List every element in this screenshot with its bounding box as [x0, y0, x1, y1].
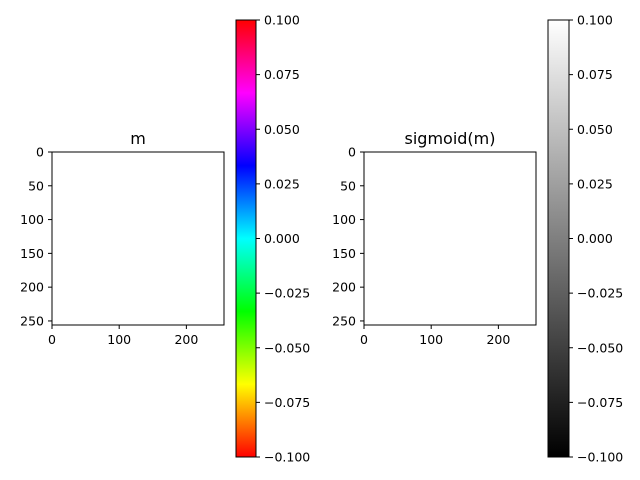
y-tick-label: 200 [20, 280, 44, 295]
y-axis: 0 50 100 150 200 250 [332, 145, 364, 328]
colorbar-tick-label: 0.000 [264, 231, 300, 246]
colorbar-tick-label: 0.025 [577, 176, 613, 191]
image-axes [51, 151, 225, 326]
colorbar-tick-label: −0.025 [577, 286, 623, 301]
x-tick-label: 100 [107, 332, 131, 347]
colorbar-m: −0.100 −0.075 −0.050 −0.025 0.000 0.025 0.050 0… [235, 13, 310, 465]
colorbar-tick-label: 0.050 [264, 122, 300, 137]
colorbar-tick-label: −0.075 [264, 395, 310, 410]
colorbar-tick-label: −0.050 [577, 340, 623, 355]
colorbar-gradient [235, 19, 257, 458]
x-axis: 0 100 200 [48, 325, 198, 347]
x-tick-label: 0 [48, 332, 56, 347]
x-tick-label: 100 [419, 332, 443, 347]
y-tick-label: 250 [20, 313, 44, 328]
y-tick-label: 150 [332, 246, 356, 261]
y-tick-label: 250 [332, 313, 356, 328]
colorbar-gradient [547, 19, 570, 458]
colorbar-tick-label: 0.000 [577, 231, 613, 246]
panel-title: m [130, 129, 146, 148]
colorbar-tick-label: −0.050 [264, 340, 310, 355]
colorbar-sigmoid-m: −0.100 −0.075 −0.050 −0.025 0.000 0.025 0.050 0… [547, 13, 623, 465]
colorbar-tick-label: −0.100 [264, 450, 310, 465]
colorbar-tick-label: 0.075 [577, 67, 613, 82]
colorbar-tick-label: 0.050 [577, 122, 613, 137]
y-axis: 0 50 100 150 200 250 [20, 145, 52, 328]
y-tick-label: 0 [348, 145, 356, 160]
colorbar-tick-label: −0.025 [264, 286, 310, 301]
x-axis: 0 100 200 [360, 325, 510, 347]
colorbar-tick-label: 0.100 [577, 13, 613, 28]
colorbar-tick-label: 0.025 [264, 176, 300, 191]
y-tick-label: 0 [36, 145, 44, 160]
panel-sigmoid-m: sigmoid(m) 0 100 200 0 50 100 150 200 250 [332, 129, 537, 347]
y-tick-label: 50 [340, 178, 356, 193]
image-axes [363, 151, 537, 326]
colorbar-tick-label: 0.100 [264, 13, 300, 28]
y-tick-label: 100 [332, 212, 356, 227]
x-tick-label: 0 [360, 332, 368, 347]
y-tick-label: 150 [20, 246, 44, 261]
colorbar-ticks: −0.100 −0.075 −0.050 −0.025 0.000 0.025 0.050 0… [256, 13, 310, 465]
x-tick-label: 200 [174, 332, 198, 347]
y-tick-label: 50 [28, 178, 44, 193]
colorbar-tick-label: 0.075 [264, 67, 300, 82]
colorbar-tick-label: −0.100 [577, 450, 623, 465]
y-tick-label: 100 [20, 212, 44, 227]
panel-m: m 0 100 200 0 50 100 150 200 250 [20, 129, 225, 347]
panel-title: sigmoid(m) [405, 129, 496, 148]
x-tick-label: 200 [486, 332, 510, 347]
colorbar-tick-label: −0.075 [577, 395, 623, 410]
y-tick-label: 200 [332, 280, 356, 295]
colorbar-ticks: −0.100 −0.075 −0.050 −0.025 0.000 0.025 0.050 0… [569, 13, 623, 465]
